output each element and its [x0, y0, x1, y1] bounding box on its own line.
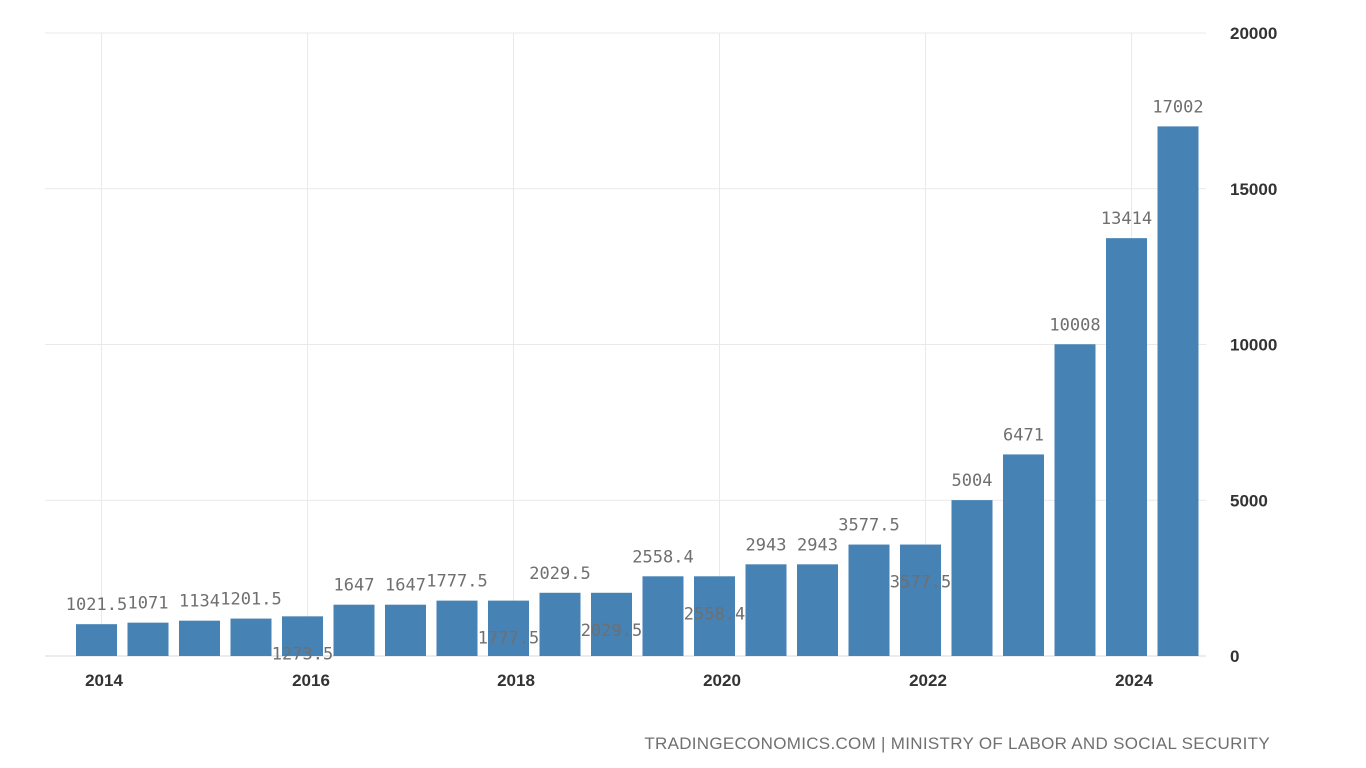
x-tick-label: 2016: [292, 671, 330, 690]
bar-value-label: 1647: [385, 576, 426, 596]
y-tick-label: 5000: [1230, 491, 1268, 510]
bar: [179, 620, 220, 656]
bar: [539, 592, 581, 656]
bar-value-label: 10008: [1049, 315, 1100, 335]
bar: [436, 600, 478, 656]
bar: [642, 576, 684, 656]
bar: [1157, 126, 1199, 657]
bar: [951, 500, 993, 656]
bar-value-label: 3577.5: [838, 516, 899, 536]
bar: [385, 604, 426, 656]
bar: [1054, 344, 1096, 656]
bar-value-label: 2943: [797, 535, 838, 555]
bar-value-label: 1777.5: [426, 572, 487, 592]
bar-value-label: 5004: [952, 471, 993, 491]
bar-value-label: 1647: [334, 576, 375, 596]
bar: [230, 618, 272, 656]
bar: [76, 624, 117, 656]
bar: [591, 592, 632, 656]
y-tick-label: 0: [1230, 647, 1239, 666]
bar-value-label: 13414: [1101, 209, 1152, 229]
bar-value-label: 6471: [1003, 425, 1044, 445]
x-tick-label: 2022: [909, 671, 947, 690]
source-caption: TRADINGECONOMICS.COM | MINISTRY OF LABOR…: [644, 734, 1270, 753]
bar: [900, 544, 941, 656]
y-tick-label: 10000: [1230, 336, 1277, 355]
bar-value-label: 1134: [179, 592, 220, 612]
bar-value-label: 17002: [1152, 97, 1203, 117]
y-tick-label: 15000: [1230, 180, 1277, 199]
bar-value-label: 2558.4: [632, 547, 693, 567]
bar-value-label: 1201.5: [220, 590, 281, 610]
bar: [333, 604, 375, 656]
y-tick-label: 20000: [1230, 24, 1277, 43]
bar-value-label: 1021.5: [66, 595, 127, 615]
bar-value-label: 3577.5: [890, 573, 951, 593]
bar: [282, 616, 323, 656]
bar: [745, 564, 787, 656]
x-tick-label: 2024: [1115, 671, 1153, 690]
bars: [76, 126, 1199, 657]
bar: [848, 544, 890, 656]
bar: [1106, 238, 1147, 656]
bar-value-label: 1071: [128, 594, 169, 614]
x-tick-label: 2014: [85, 671, 123, 690]
x-tick-label: 2020: [703, 671, 741, 690]
bar-value-label: 2029.5: [529, 564, 590, 584]
bar-value-label: 2943: [746, 535, 787, 555]
bar: [127, 622, 169, 656]
bar: [694, 576, 735, 656]
bar-value-label: 1777.5: [478, 629, 539, 649]
bar-value-label: 2029.5: [581, 621, 642, 641]
bar: [488, 600, 529, 656]
bar-value-label: 1273.5: [272, 644, 333, 664]
bar: [797, 564, 838, 656]
x-axis-ticks: 2014 2016 2018 2020 2022 2024: [85, 671, 1153, 690]
y-axis-ticks: 0 5000 10000 15000 20000: [1230, 24, 1277, 666]
bar-value-label: 2558.4: [684, 604, 745, 624]
x-tick-label: 2018: [497, 671, 535, 690]
bar: [1003, 454, 1044, 656]
